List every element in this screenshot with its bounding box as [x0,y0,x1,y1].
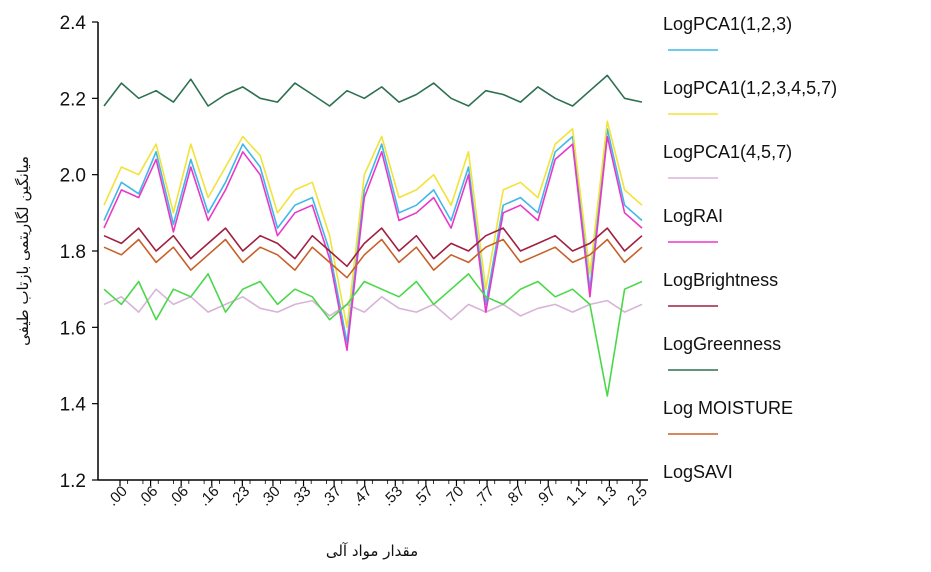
y-tick-label: 1.8 [60,242,86,263]
series-line-1 [103,120,643,329]
y-tick-label: 1.2 [60,471,86,492]
legend-label: LogRAI [663,206,723,226]
y-tick-label: 1.6 [60,318,86,339]
series-line-3 [103,135,643,352]
y-tick-label: 1.4 [60,395,87,416]
plot-lines [103,74,643,397]
legend-label: LogPCA1(1,2,3,4,5,7) [663,78,837,98]
y-tick-label: 2.4 [60,13,87,34]
legend-label: LogPCA1(4,5,7) [663,142,792,162]
series-line-0 [103,128,643,344]
legend-label: LogPCA1(1,2,3) [663,14,792,34]
y-tick-label: 2.0 [60,166,86,187]
legend-label: LogSAVI [663,462,733,482]
series-line-7 [103,273,643,397]
legend-label: LogBrightness [663,270,778,290]
series-line-4 [103,227,643,268]
x-axis-label: مقدار مواد آلی [326,542,418,560]
legend: LogPCA1(1,2,3) LogPCA1(1,2,3,4,5,7) LogPCA… [663,14,837,482]
series-line-5 [103,74,643,107]
legend-label: Log MOISTURE [663,398,793,418]
y-tick-label: 2.2 [60,89,86,110]
series-line-2 [103,288,643,321]
legend-label: LogGreenness [663,334,781,354]
series-line-6 [103,238,643,279]
y-axis-label: میانگین لگاریتمی بازتاب طیفی [14,156,32,346]
